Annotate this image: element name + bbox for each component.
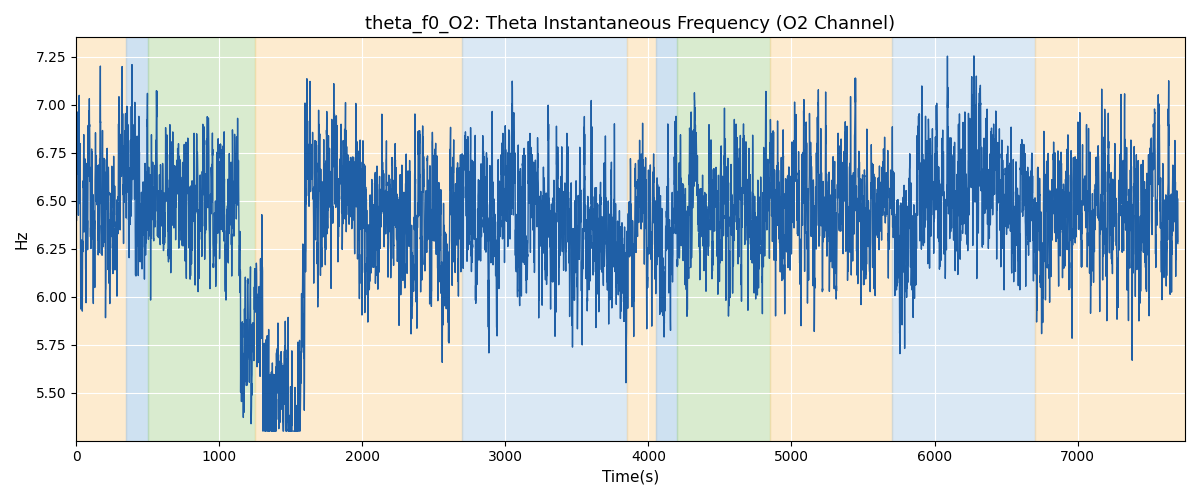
Bar <box>626 38 655 440</box>
Title: theta_f0_O2: Theta Instantaneous Frequency (O2 Channel): theta_f0_O2: Theta Instantaneous Frequen… <box>366 15 895 34</box>
Bar <box>655 38 677 440</box>
Bar <box>892 38 1034 440</box>
Y-axis label: Hz: Hz <box>14 230 30 249</box>
Bar <box>254 38 462 440</box>
Bar <box>76 38 126 440</box>
Bar <box>1034 38 1186 440</box>
X-axis label: Time(s): Time(s) <box>602 470 659 485</box>
Bar <box>126 38 148 440</box>
Bar <box>148 38 254 440</box>
Bar <box>770 38 892 440</box>
Bar <box>462 38 626 440</box>
Bar <box>677 38 770 440</box>
